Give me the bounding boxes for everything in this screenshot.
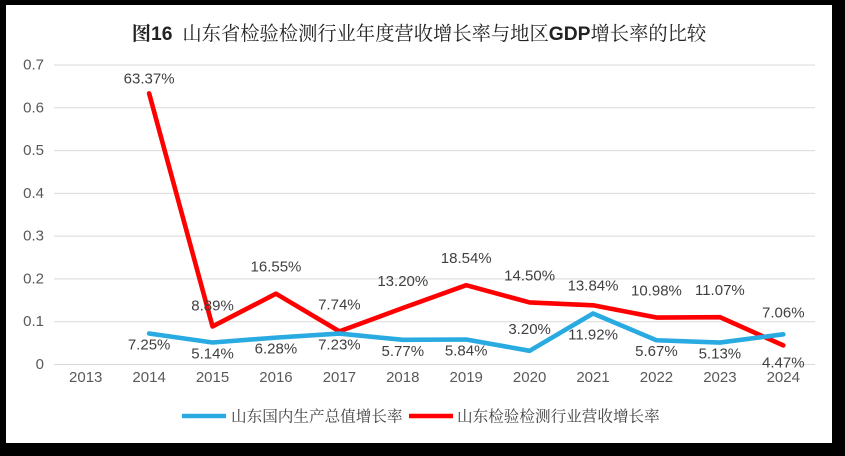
svg-text:11.07%: 11.07% — [695, 282, 745, 299]
svg-text:2023: 2023 — [703, 369, 736, 386]
svg-text:7.23%: 7.23% — [318, 337, 361, 354]
svg-text:2016: 2016 — [259, 369, 292, 386]
svg-text:2015: 2015 — [196, 369, 229, 386]
svg-text:0.5: 0.5 — [23, 142, 44, 159]
svg-text:5.77%: 5.77% — [382, 343, 425, 360]
svg-text:5.13%: 5.13% — [699, 346, 742, 363]
svg-text:18.54%: 18.54% — [441, 250, 492, 267]
svg-text:3.20%: 3.20% — [508, 321, 551, 338]
svg-text:0.4: 0.4 — [23, 185, 44, 202]
svg-text:0.7: 0.7 — [23, 57, 44, 74]
svg-text:2014: 2014 — [132, 369, 165, 386]
svg-text:63.37%: 63.37% — [124, 70, 175, 87]
svg-text:2019: 2019 — [450, 369, 483, 386]
svg-text:8.89%: 8.89% — [191, 297, 234, 314]
svg-text:5.67%: 5.67% — [635, 343, 678, 360]
svg-text:14.50%: 14.50% — [504, 267, 555, 284]
svg-text:山东国内生产总值增长率: 山东国内生产总值增长率 — [231, 405, 403, 427]
svg-text:2021: 2021 — [576, 369, 609, 386]
svg-text:10.98%: 10.98% — [631, 283, 682, 300]
svg-text:7.06%: 7.06% — [762, 304, 805, 321]
svg-text:2022: 2022 — [640, 369, 673, 386]
svg-text:山东检验检测行业营收增长率: 山东检验检测行业营收增长率 — [457, 405, 660, 427]
svg-text:0.6: 0.6 — [23, 99, 44, 116]
svg-text:13.20%: 13.20% — [377, 273, 428, 290]
svg-text:5.14%: 5.14% — [191, 346, 234, 363]
svg-text:2018: 2018 — [386, 369, 419, 386]
svg-text:0.3: 0.3 — [23, 228, 44, 245]
svg-text:13.84%: 13.84% — [568, 277, 619, 294]
svg-text:4.47%: 4.47% — [762, 354, 805, 371]
svg-text:11.92%: 11.92% — [568, 327, 618, 344]
svg-text:5.84%: 5.84% — [445, 343, 488, 360]
svg-text:2017: 2017 — [323, 369, 356, 386]
svg-text:2020: 2020 — [513, 369, 546, 386]
svg-text:7.74%: 7.74% — [318, 296, 361, 313]
svg-text:0.1: 0.1 — [23, 313, 44, 330]
svg-text:6.28%: 6.28% — [255, 341, 298, 358]
svg-text:7.25%: 7.25% — [128, 336, 171, 353]
svg-text:0.2: 0.2 — [23, 270, 44, 287]
svg-text:2024: 2024 — [767, 369, 800, 386]
svg-text:16.55%: 16.55% — [251, 259, 302, 276]
svg-text:2013: 2013 — [69, 369, 102, 386]
svg-text:0: 0 — [36, 356, 44, 373]
